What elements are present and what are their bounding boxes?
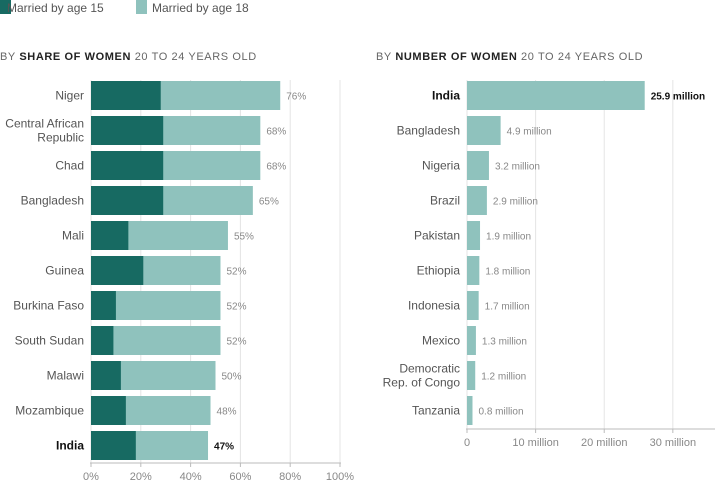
share-bar-age15 <box>91 361 121 390</box>
share-bar-age15 <box>91 186 164 215</box>
share-bar-age15 <box>91 396 126 425</box>
share-category-label: Chad <box>55 159 84 173</box>
share-category-label: Burkina Faso <box>13 299 84 313</box>
share-bar-age15 <box>91 256 144 285</box>
number-value-label: 1.2 million <box>481 372 526 383</box>
number-bar <box>467 361 476 390</box>
share-tick-label: 100% <box>326 471 354 483</box>
number-category-label: Nigeria <box>422 159 460 173</box>
number-category-label: Bangladesh <box>397 124 460 138</box>
share-category-label: India <box>56 439 84 453</box>
share-value-label: 68% <box>266 127 286 138</box>
right-title-strong: NUMBER OF WOMEN <box>395 51 518 63</box>
number-category-label: India <box>432 89 460 103</box>
number-category-label: Democratic <box>399 362 460 376</box>
share-tick-label: 80% <box>279 471 301 483</box>
number-value-label: 4.9 million <box>507 127 552 138</box>
number-category-label: Pakistan <box>414 229 460 243</box>
legend-label-age18: Married by age 18 <box>152 1 249 15</box>
number-tick-label: 30 million <box>650 437 696 449</box>
share-value-label: 76% <box>286 92 306 103</box>
number-value-label: 1.7 million <box>485 302 530 313</box>
legend-swatch-age15 <box>0 0 11 14</box>
share-category-label: Mali <box>62 229 84 243</box>
share-bar-age15 <box>91 291 116 320</box>
number-bar <box>467 151 489 180</box>
number-value-label: 2.9 million <box>493 197 538 208</box>
share-value-label: 48% <box>217 407 237 418</box>
share-value-label: 68% <box>266 162 286 173</box>
right-title-suffix: 20 TO 24 YEARS OLD <box>521 51 644 63</box>
share-bar-age15 <box>91 326 114 355</box>
number-value-label: 25.9 million <box>651 92 705 103</box>
share-category-label: South Sudan <box>15 334 84 348</box>
left-title-strong: SHARE OF WOMEN <box>19 51 132 63</box>
left-chart-title: BY SHARE OF WOMEN 20 TO 24 YEARS OLD <box>0 51 257 63</box>
number-category-label: Indonesia <box>408 299 460 313</box>
share-tick-label: 60% <box>229 471 251 483</box>
share-category-label: Mozambique <box>15 404 84 418</box>
share-category-label: Guinea <box>45 264 84 278</box>
number-category-label: Brazil <box>430 194 460 208</box>
share-category-label: Malawi <box>47 369 84 383</box>
share-tick-label: 0% <box>83 471 99 483</box>
number-bar <box>467 256 480 285</box>
share-tick-label: 40% <box>180 471 202 483</box>
right-title-prefix: BY <box>376 51 392 63</box>
share-category-label: Niger <box>55 89 84 103</box>
share-value-label: 47% <box>214 442 234 453</box>
share-bar-age15 <box>91 151 164 180</box>
number-value-label: 3.2 million <box>495 162 540 173</box>
number-bar <box>467 221 481 250</box>
number-bar <box>467 396 473 425</box>
number-category-label: Ethiopia <box>417 264 461 278</box>
number-category-label: Mexico <box>422 334 460 348</box>
legend-swatch-age18 <box>136 0 147 14</box>
share-category-label: Bangladesh <box>21 194 84 208</box>
number-bar <box>467 186 487 215</box>
number-value-label: 1.3 million <box>482 337 527 348</box>
legend-label-age15: Married by age 15 <box>7 1 104 15</box>
share-value-label: 52% <box>226 267 246 278</box>
number-category-label: Tanzania <box>412 404 460 418</box>
number-category-label: Rep. of Congo <box>383 376 461 390</box>
share-tick-label: 20% <box>130 471 152 483</box>
share-bar-age15 <box>91 221 129 250</box>
number-bar <box>467 326 476 355</box>
number-value-label: 1.8 million <box>485 267 530 278</box>
number-bar <box>467 291 479 320</box>
right-chart-title: BY NUMBER OF WOMEN 20 TO 24 YEARS OLD <box>376 51 643 63</box>
number-tick-label: 0 <box>464 437 470 449</box>
number-value-label: 1.9 million <box>486 232 531 243</box>
left-title-suffix: 20 TO 24 YEARS OLD <box>134 51 257 63</box>
share-category-label: Republic <box>37 131 84 145</box>
number-tick-label: 10 million <box>512 437 558 449</box>
number-value-label: 0.8 million <box>478 407 523 418</box>
share-value-label: 52% <box>226 337 246 348</box>
number-bar <box>467 81 645 110</box>
share-value-label: 55% <box>234 232 254 243</box>
number-tick-label: 20 million <box>581 437 627 449</box>
share-bar-age15 <box>91 116 164 145</box>
share-bar-age15 <box>91 81 161 110</box>
share-value-label: 50% <box>222 372 242 383</box>
left-title-prefix: BY <box>0 51 16 63</box>
share-category-label: Central African <box>5 117 84 131</box>
legend: Married by age 15 Married by age 18 <box>0 0 400 22</box>
number-bar <box>467 116 501 145</box>
share-bar-age15 <box>91 431 136 460</box>
share-value-label: 65% <box>259 197 279 208</box>
share-value-label: 52% <box>226 302 246 313</box>
